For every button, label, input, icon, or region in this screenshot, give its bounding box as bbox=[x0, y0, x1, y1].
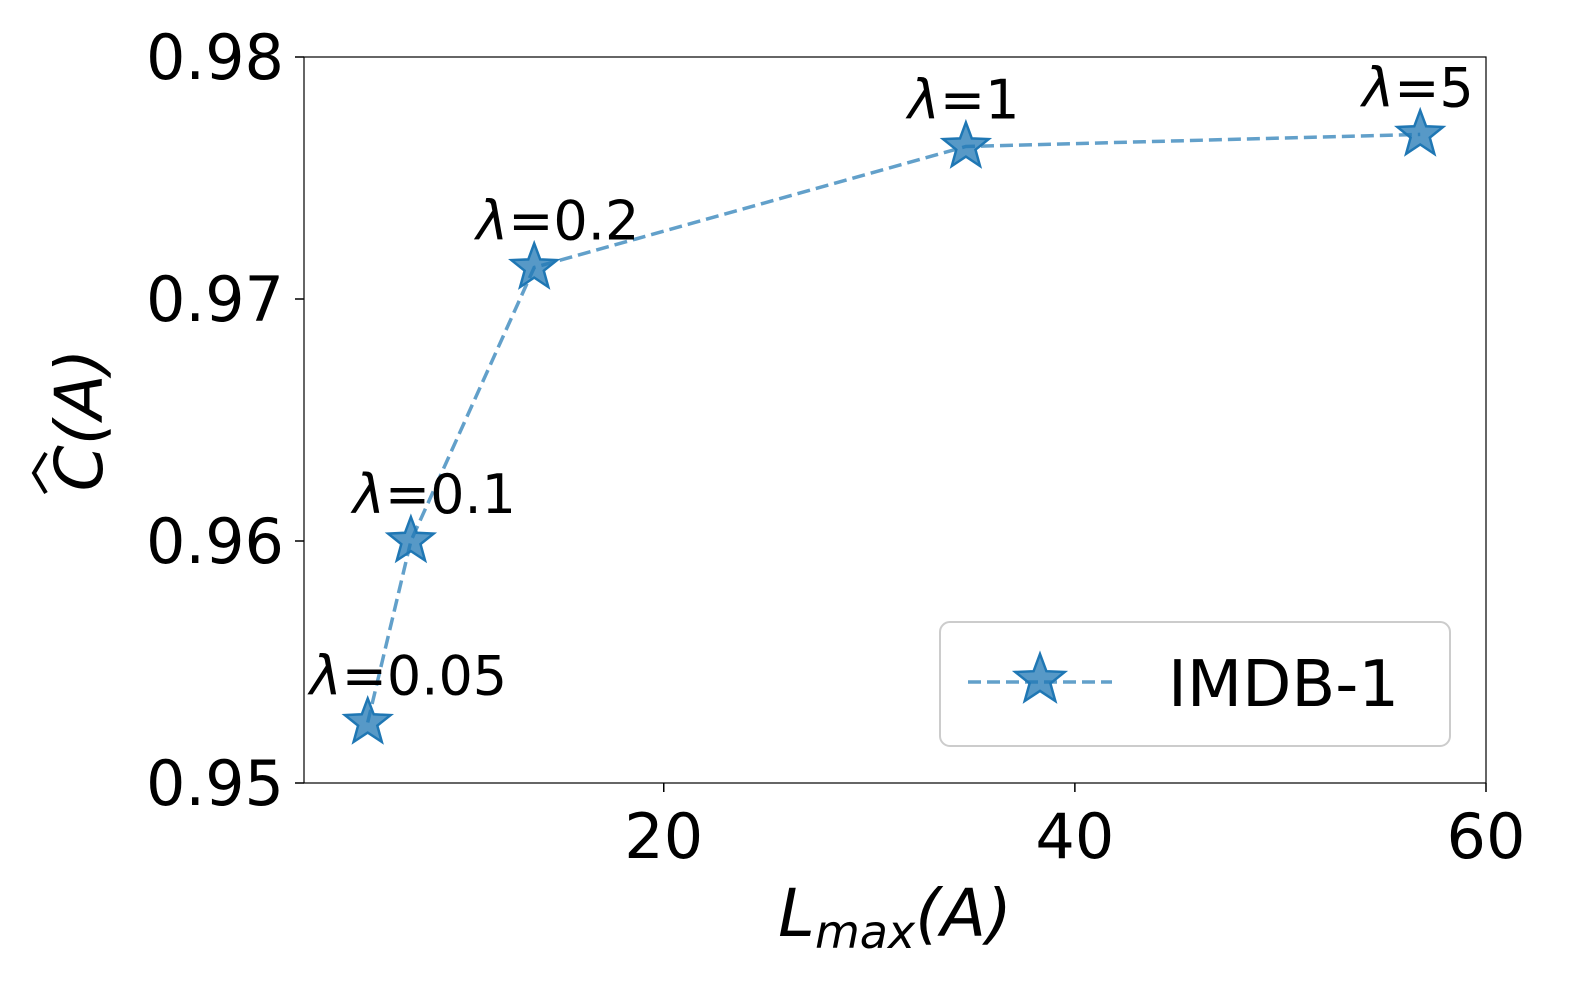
y-tick-label: 0.97 bbox=[146, 263, 284, 336]
y-axis-title: C(A) bbox=[31, 349, 118, 495]
x-axis-title: Lmax(A) bbox=[778, 875, 1012, 959]
point-label: λ=0.2 bbox=[473, 190, 639, 253]
x-tick-label: 20 bbox=[624, 800, 703, 873]
y-tick-label: 0.95 bbox=[146, 747, 284, 820]
series-layer bbox=[341, 106, 1447, 745]
legend: IMDB-1 bbox=[939, 621, 1451, 747]
point-label: λ=0.05 bbox=[307, 645, 507, 708]
data-point-star bbox=[341, 694, 394, 745]
x-axis-title-tail: (A) bbox=[915, 875, 1012, 952]
y-axis-title-tail: (A) bbox=[41, 349, 118, 446]
legend-star-icon bbox=[1011, 650, 1069, 704]
y-tick-label: 0.96 bbox=[146, 505, 284, 578]
point-label: λ=5 bbox=[1359, 56, 1474, 119]
x-axis-ticks: 20 40 60 bbox=[624, 783, 1525, 873]
x-axis-title-sub: max bbox=[815, 905, 916, 959]
data-point-star bbox=[384, 513, 438, 564]
x-tick-label: 40 bbox=[1035, 800, 1114, 873]
legend-label: IMDB-1 bbox=[1168, 648, 1399, 722]
data-point-star bbox=[1394, 106, 1447, 157]
y-axis-title-symbol: C bbox=[41, 445, 118, 491]
data-point-star bbox=[508, 239, 561, 290]
point-label: λ=1 bbox=[905, 69, 1020, 132]
legend-box bbox=[939, 621, 1451, 747]
x-tick-label: 60 bbox=[1447, 800, 1526, 873]
svg-text:C(A): C(A) bbox=[41, 349, 118, 492]
point-label: λ=0.1 bbox=[350, 463, 516, 526]
y-tick-label: 0.98 bbox=[146, 21, 284, 94]
data-point-star bbox=[939, 118, 993, 169]
x-axis-title-main: L bbox=[778, 875, 815, 952]
y-axis-ticks: 0.95 0.96 0.97 0.98 bbox=[146, 21, 304, 820]
point-labels: λ=0.05 λ=0.1 λ=0.2 λ=1 λ=5 bbox=[307, 56, 1474, 707]
y-axis-title-hat bbox=[31, 451, 48, 495]
